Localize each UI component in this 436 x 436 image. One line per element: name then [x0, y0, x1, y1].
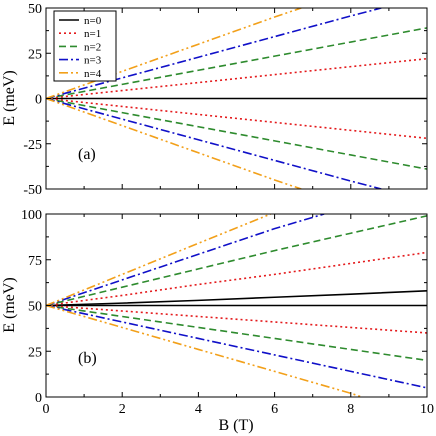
ytick-label: 0	[35, 391, 42, 406]
ytick-label: 0	[35, 93, 42, 108]
legend-label-n1: n=1	[84, 28, 101, 40]
panel-b-ylabel: E (meV)	[1, 277, 18, 333]
xtick-label: 2	[119, 402, 126, 417]
series-line-n4-8	[46, 214, 272, 307]
xtick-label: 4	[195, 402, 202, 417]
legend-label-n0: n=0	[84, 15, 102, 27]
ytick-label: -50	[23, 183, 42, 198]
series-line-n4-7	[46, 8, 302, 100]
legend-label-n2: n=2	[84, 41, 101, 53]
ytick-label: 75	[28, 254, 42, 269]
panel-a: -50 -25 0 25 50 E (meV) (a) n=0n=1n=2 n=3n=4	[1, 2, 428, 198]
series-line-n2-3	[46, 27, 427, 100]
series-line-n4-9	[46, 304, 363, 397]
ytick-label: 50	[28, 2, 42, 17]
series-line-n1-3	[46, 304, 427, 334]
series-line-n1-1	[46, 57, 427, 100]
ytick-label: 25	[28, 345, 42, 360]
series-line-n3-6	[46, 214, 325, 307]
panel-b: 0 25 50 75 100 0 2 4 6 8 10 E (meV) (b) B (T)	[1, 208, 434, 434]
legend-label-n4: n=4	[84, 68, 102, 80]
series-line-n2-5	[46, 304, 427, 362]
panel-b-xlabel: B (T)	[218, 417, 253, 434]
xtick-label: 0	[43, 402, 50, 417]
series-line-n3-6	[46, 97, 382, 189]
series-line-n2-4	[46, 97, 427, 170]
ytick-label: 100	[21, 208, 42, 223]
ytick-label: 50	[28, 300, 42, 315]
ytick-label: -25	[23, 138, 42, 153]
panel-a-ylabel: E (meV)	[1, 70, 18, 126]
panel-a-tag: (a)	[78, 146, 96, 163]
series-line-n3-7	[46, 304, 427, 389]
series-line-n1-2	[46, 97, 427, 140]
xtick-label: 8	[347, 402, 354, 417]
panel-b-tag: (b)	[78, 350, 97, 367]
legend: n=0n=1n=2 n=3n=4	[53, 10, 117, 82]
xtick-label: 6	[271, 402, 278, 417]
ytick-label: 25	[28, 47, 42, 62]
series-line-n1-2	[46, 251, 427, 307]
xtick-label: 10	[420, 402, 434, 417]
legend-label-n3: n=3	[84, 55, 102, 67]
legend-box	[53, 10, 117, 82]
series-line-n0-1	[46, 290, 427, 307]
series-line-n4-8	[46, 97, 302, 189]
